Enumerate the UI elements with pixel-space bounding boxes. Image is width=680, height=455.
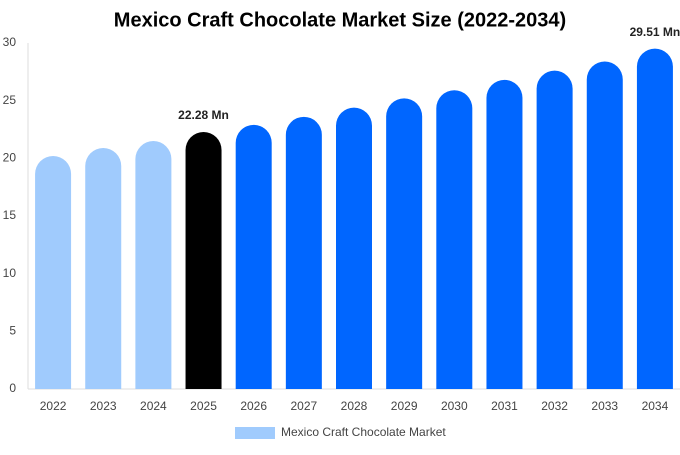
x-tick-label: 2032 [541,399,568,413]
bar [436,90,473,389]
y-tick-label: 30 [3,35,17,49]
bar [336,107,372,389]
bar [185,132,222,389]
x-tick-label: 2030 [441,399,468,413]
x-tick-label: 2025 [190,399,217,413]
y-tick-label: 25 [3,93,17,107]
bar [636,48,673,389]
bar [486,79,523,389]
bar [386,98,423,390]
chart-title: Mexico Craft Chocolate Market Size (2022… [114,9,566,31]
y-tick-label: 0 [9,381,16,395]
bar [536,70,573,390]
legend-label: Mexico Craft Chocolate Market [281,425,446,439]
x-tick-label: 2034 [642,399,669,413]
x-tick-label: 2027 [290,399,317,413]
y-tick-label: 20 [3,151,17,165]
bar [285,116,322,389]
value-label: 22.28 Mn [178,108,229,122]
x-tick-label: 2022 [40,399,67,413]
legend-swatch [235,427,275,439]
x-tick-label: 2033 [591,399,618,413]
x-tick-label: 2029 [391,399,418,413]
bar [235,124,272,390]
y-tick-label: 10 [3,266,17,280]
x-tick-label: 2024 [140,399,167,413]
y-tick-label: 5 [9,324,16,338]
bar [85,147,122,389]
x-tick-label: 2023 [90,399,117,413]
y-tick-label: 15 [3,208,17,222]
bar [586,61,623,389]
value-label: 29.51 Mn [630,25,680,39]
bar [135,141,172,389]
x-tick-label: 2026 [240,399,267,413]
x-tick-label: 2028 [341,399,368,413]
x-tick-label: 2031 [491,399,518,413]
bar [35,156,72,389]
